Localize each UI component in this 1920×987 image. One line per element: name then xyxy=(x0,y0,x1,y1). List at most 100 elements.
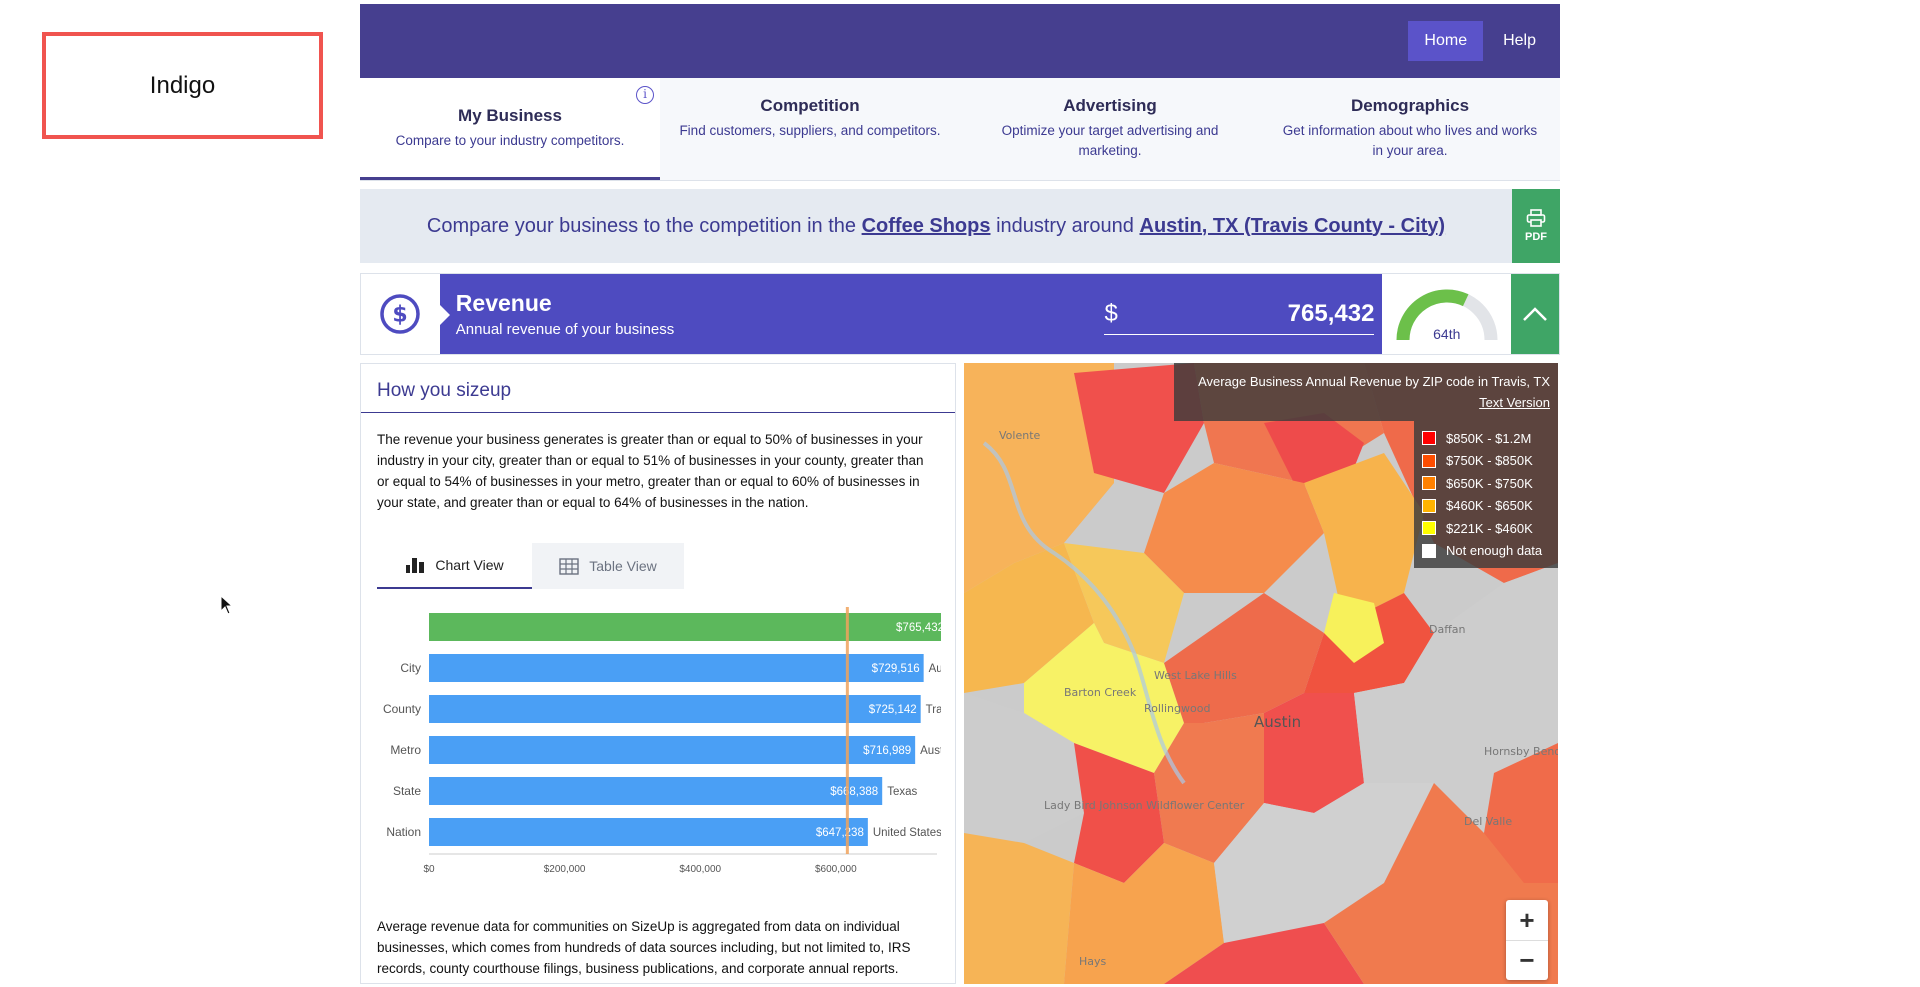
bar-place-label: Austin, TX xyxy=(929,663,941,675)
zoom-in-button[interactable]: + xyxy=(1519,904,1535,935)
printer-icon xyxy=(1526,209,1546,227)
category-label: Nation xyxy=(386,825,421,839)
legend-item: $650K - $750K xyxy=(1422,472,1550,495)
map-label: Hornsby Bend xyxy=(1484,745,1558,758)
bar-value-label: $716,989 xyxy=(863,745,911,757)
map-label: Del Valle xyxy=(1464,815,1512,828)
table-view-tab[interactable]: Table View xyxy=(532,543,684,589)
svg-text:$: $ xyxy=(393,303,408,328)
revenue-bar: $ Revenue Annual revenue of your busines… xyxy=(360,273,1560,355)
map-label: Barton Creek xyxy=(1064,686,1137,699)
compare-banner: Compare your business to the competition… xyxy=(360,189,1560,263)
compare-text: Compare your business to the competition… xyxy=(360,215,1560,238)
tab-title: Competition xyxy=(760,96,860,115)
gauge-fill xyxy=(1396,289,1469,341)
category-label: City xyxy=(400,661,421,675)
nav-home-button[interactable]: Home xyxy=(1408,21,1484,61)
legend-swatch xyxy=(1422,453,1436,468)
zoom-controls: + − xyxy=(1506,900,1548,980)
legend-swatch xyxy=(1422,543,1436,558)
bar-place-label: Texas xyxy=(887,786,917,798)
revenue-value[interactable]: 765,432 xyxy=(1287,299,1375,327)
legend-label: $221K - $460K xyxy=(1446,520,1533,536)
legend-label: Not enough data xyxy=(1446,543,1543,559)
bar-value-label: $729,516 xyxy=(872,663,920,675)
collapse-button[interactable] xyxy=(1511,274,1559,354)
content-area: How you sizeup The revenue your business… xyxy=(360,363,1560,984)
tab-demographics[interactable]: Demographics Get information about who l… xyxy=(1260,78,1560,180)
revenue-subtitle: Annual revenue of your business xyxy=(455,321,675,338)
map-label: Lady Bird Johnson Wildflower Center xyxy=(1044,799,1245,812)
dollar-icon: $ xyxy=(380,294,421,334)
table-view-label: Table View xyxy=(589,558,657,574)
revenue-map[interactable]: Volente Austin Barton Creek Rollingwood … xyxy=(964,363,1558,984)
chevron-up-icon xyxy=(1523,307,1547,321)
gauge-arc xyxy=(1396,289,1498,341)
tab-title: My Business xyxy=(458,106,562,125)
bar xyxy=(429,777,883,805)
map-label: Hays xyxy=(1079,955,1107,968)
nav-help-button[interactable]: Help xyxy=(1503,32,1536,49)
pdf-label: PDF xyxy=(1525,231,1547,243)
category-label: County xyxy=(383,702,421,716)
legend-swatch xyxy=(1422,521,1436,536)
map-label: Austin xyxy=(1254,713,1301,731)
logo[interactable]: Indigo xyxy=(42,32,323,139)
legend-label: $460K - $650K xyxy=(1446,498,1533,514)
text-version-link[interactable]: Text Version xyxy=(1479,395,1550,410)
legend-item: $850K - $1.2M xyxy=(1422,427,1550,450)
tab-advertising[interactable]: Advertising Optimize your target adverti… xyxy=(960,78,1260,180)
x-tick-label: $400,000 xyxy=(679,864,721,875)
map-label: Volente xyxy=(999,429,1041,442)
tab-subtitle: Find customers, suppliers, and competito… xyxy=(679,123,941,138)
bar xyxy=(429,695,921,723)
zoom-out-button[interactable]: − xyxy=(1506,940,1548,980)
legend-label: $650K - $750K xyxy=(1446,475,1533,491)
logo-text: Indigo xyxy=(149,71,216,99)
bar-place-label: United States xyxy=(873,827,941,839)
bar-place-label: Austin-Round Rock-San Marcos, TX xyxy=(920,745,941,757)
tab-subtitle: Compare to your industry competitors. xyxy=(395,133,625,148)
section-tabs: i My Business Compare to your industry c… xyxy=(360,78,1560,181)
legend-swatch xyxy=(1422,431,1436,446)
main-content: Home Help i My Business Compare to your … xyxy=(360,4,1560,984)
x-tick-label: $0 xyxy=(423,864,435,875)
compare-prefix: Compare your business to the competition… xyxy=(426,214,857,237)
legend-item: $750K - $850K xyxy=(1422,450,1550,473)
legend-label: $850K - $1.2M xyxy=(1446,430,1532,446)
location-link[interactable]: Austin, TX (Travis County - City) xyxy=(1139,214,1446,237)
legend-item: Not enough data xyxy=(1422,540,1550,563)
pdf-button[interactable]: PDF xyxy=(1512,189,1560,263)
legend-item: $221K - $460K xyxy=(1422,517,1550,540)
revenue-main: Revenue Annual revenue of your business … xyxy=(439,274,1383,354)
revenue-chart: $765,432My Business$729,516Austin, TXCit… xyxy=(377,603,955,898)
map-title-text: Average Business Annual Revenue by ZIP c… xyxy=(1198,374,1550,389)
bar-chart-icon xyxy=(406,558,425,573)
tab-competition[interactable]: Competition Find customers, suppliers, a… xyxy=(660,78,960,180)
bar xyxy=(429,654,924,682)
chart-view-tab[interactable]: Chart View xyxy=(377,543,532,589)
legend-item: $460K - $650K xyxy=(1422,495,1550,518)
compare-middle: industry around xyxy=(996,214,1134,237)
bar-chart-svg: $765,432My Business$729,516Austin, TXCit… xyxy=(383,607,955,875)
bar xyxy=(429,736,916,764)
percentile-label: 64th xyxy=(1433,326,1461,342)
tab-title: Demographics xyxy=(1350,96,1470,115)
info-icon[interactable]: i xyxy=(636,86,654,104)
bar-place-label: Travis, TX xyxy=(926,704,941,716)
map-title: Average Business Annual Revenue by ZIP c… xyxy=(1174,363,1558,421)
map-label: West Lake Hills xyxy=(1154,669,1237,682)
tab-title: Advertising xyxy=(1063,96,1157,115)
map-label: Rollingwood xyxy=(1144,702,1210,715)
bar-value-label: $668,388 xyxy=(830,786,878,798)
map-legend: $850K - $1.2M $750K - $850K $650K - $750K $… xyxy=(1414,421,1558,568)
bar-value-label: $647,238 xyxy=(816,827,864,839)
revenue-input[interactable]: $ 765,432 xyxy=(1104,293,1375,335)
mouse-cursor-icon xyxy=(220,595,234,615)
x-tick-label: $600,000 xyxy=(815,864,857,875)
table-icon xyxy=(559,557,579,575)
legend-swatch xyxy=(1422,476,1436,491)
industry-link[interactable]: Coffee Shops xyxy=(861,214,991,237)
tab-my-business[interactable]: i My Business Compare to your industry c… xyxy=(360,78,660,180)
x-tick-label: $200,000 xyxy=(544,864,586,875)
